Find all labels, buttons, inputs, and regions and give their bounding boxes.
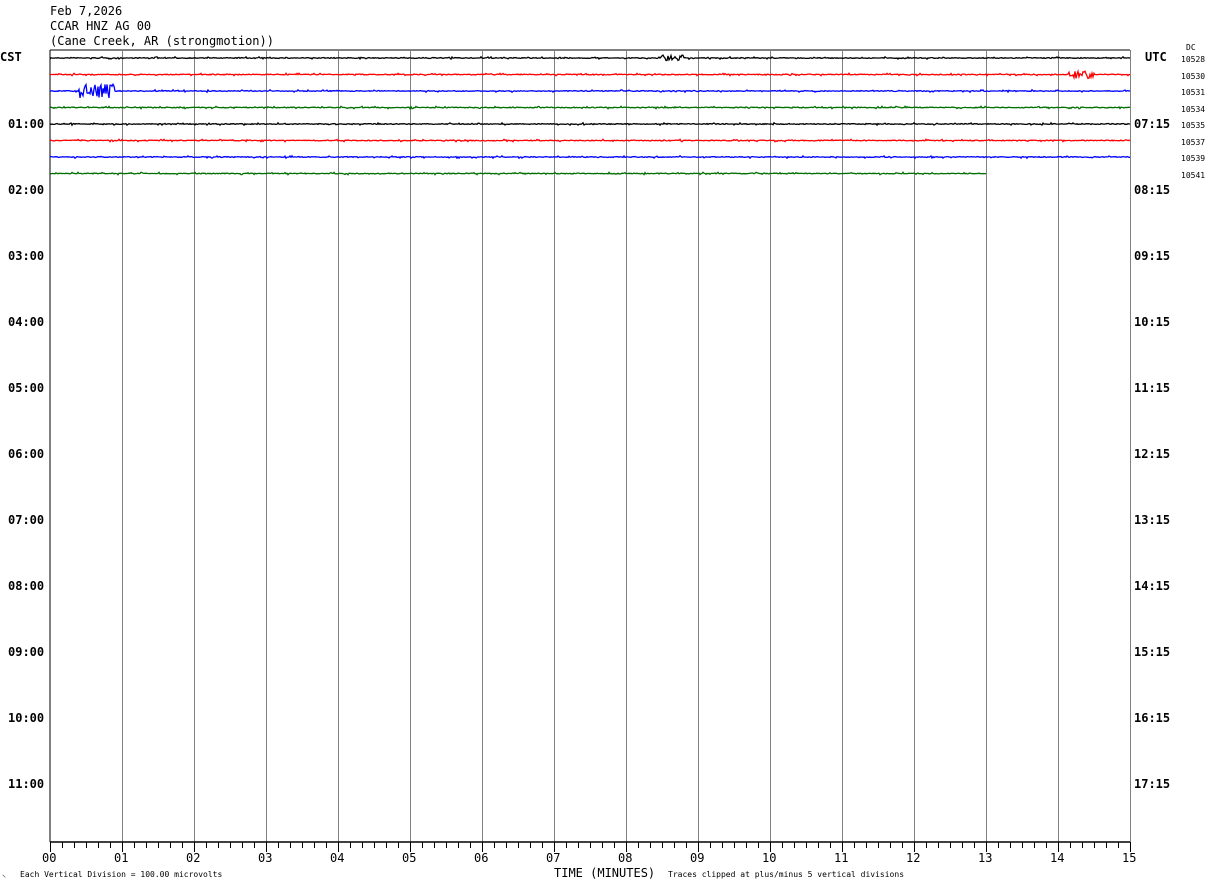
location-label: (Cane Creek, AR (strongmotion)) [50, 34, 274, 48]
seismic-trace [49, 121, 1131, 127]
scale-note: Each Vertical Division = 100.00 microvol… [20, 870, 223, 879]
left-hour-label: 07:00 [8, 513, 45, 527]
left-hour-label: 03:00 [8, 249, 45, 263]
right-hour-label: 12:15 [1134, 447, 1171, 461]
dc-offset-label: 10541 [1181, 170, 1206, 180]
left-hour-label: 11:00 [8, 777, 45, 791]
left-hour-label: 04:00 [8, 315, 45, 329]
x-tick-label: 11 [834, 851, 849, 865]
x-tick-label: 01 [114, 851, 129, 865]
seismic-trace [49, 138, 1131, 143]
date-label: Feb 7,2026 [50, 4, 123, 18]
dc-offset-label: 10539 [1181, 154, 1206, 163]
x-tick-label: 00 [42, 851, 57, 865]
right-hour-label: 10:15 [1134, 315, 1171, 329]
x-tick-label: 10 [762, 851, 777, 865]
right-hour-label: 14:15 [1134, 579, 1171, 593]
dc-label: DC [1186, 43, 1196, 52]
x-tick-label: 08 [618, 851, 633, 865]
left-hour-label: 01:00 [8, 117, 45, 131]
dc-offset-label: 10534 [1181, 104, 1206, 114]
right-hour-label: 16:15 [1134, 711, 1171, 725]
dc-offset-label: 10530 [1181, 71, 1206, 81]
left-timezone-label: CST [0, 50, 22, 64]
x-tick-label: 05 [402, 851, 417, 865]
x-tick-label: 15 [1122, 851, 1137, 865]
dc-offset-label: 10535 [1181, 121, 1206, 130]
left-hour-label: 08:00 [8, 579, 45, 593]
seismic-trace [49, 82, 1131, 99]
right-timezone-label: UTC [1145, 50, 1167, 64]
x-tick-label: 12 [906, 851, 921, 865]
station-label: CCAR HNZ AG 00 [50, 19, 152, 33]
dc-offset-label: 10528 [1181, 55, 1206, 64]
x-tick-label: 13 [978, 851, 993, 865]
x-tick-label: 06 [474, 851, 489, 865]
dc-offset-label: 10537 [1181, 137, 1206, 147]
seismic-trace [50, 154, 1130, 160]
seismic-trace [49, 105, 1131, 110]
right-hour-label: 11:15 [1134, 381, 1171, 395]
left-hour-label: 10:00 [8, 711, 45, 725]
logo-mark: ⸜ [2, 870, 6, 879]
x-axis-label: TIME (MINUTES) [554, 866, 656, 880]
dc-offset-label: 10531 [1181, 88, 1206, 97]
clip-note: Traces clipped at plus/minus 5 vertical … [668, 870, 905, 879]
right-hour-label: 13:15 [1134, 513, 1171, 527]
right-hour-label: 09:15 [1134, 249, 1171, 263]
right-hour-label: 07:15 [1134, 117, 1171, 131]
seismic-trace [49, 171, 987, 176]
x-tick-label: 07 [546, 851, 561, 865]
right-hour-label: 15:15 [1134, 645, 1171, 659]
left-hour-label: 06:00 [8, 447, 45, 461]
right-hour-label: 08:15 [1134, 183, 1171, 197]
x-tick-label: 02 [186, 851, 201, 865]
x-tick-label: 03 [258, 851, 273, 865]
right-hour-label: 17:15 [1134, 777, 1171, 791]
seismic-trace [49, 69, 1131, 81]
left-hour-label: 09:00 [8, 645, 45, 659]
x-tick-label: 14 [1050, 851, 1065, 865]
left-hour-label: 02:00 [8, 183, 45, 197]
seismic-trace [49, 53, 1131, 62]
x-tick-label: 04 [330, 851, 345, 865]
left-hour-label: 05:00 [8, 381, 45, 395]
x-tick-label: 09 [690, 851, 705, 865]
